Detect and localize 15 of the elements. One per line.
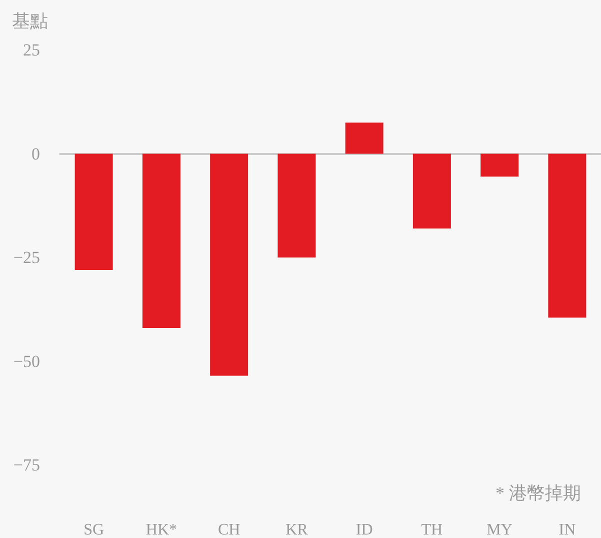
x-tick-label: MY bbox=[486, 522, 513, 538]
y-tick-label: 0 bbox=[32, 144, 40, 164]
y-tick-label: −75 bbox=[13, 456, 40, 474]
y-tick-label: −25 bbox=[13, 248, 40, 267]
x-tick-label: IN bbox=[558, 522, 576, 538]
x-tick-label: TH bbox=[421, 522, 444, 538]
text: * 港幣掉期 bbox=[496, 483, 581, 503]
x-tick-label: SG bbox=[84, 522, 104, 538]
x-tick-label: CH bbox=[218, 522, 241, 538]
y-axis-title: 基點 bbox=[12, 11, 48, 31]
y-tick-label: 25 bbox=[23, 40, 40, 60]
x-tick-label: KR bbox=[286, 522, 308, 538]
x-tick-label: ID bbox=[356, 522, 373, 538]
y-tick-label: −50 bbox=[13, 352, 40, 371]
x-tick-label: HK* bbox=[146, 522, 177, 538]
